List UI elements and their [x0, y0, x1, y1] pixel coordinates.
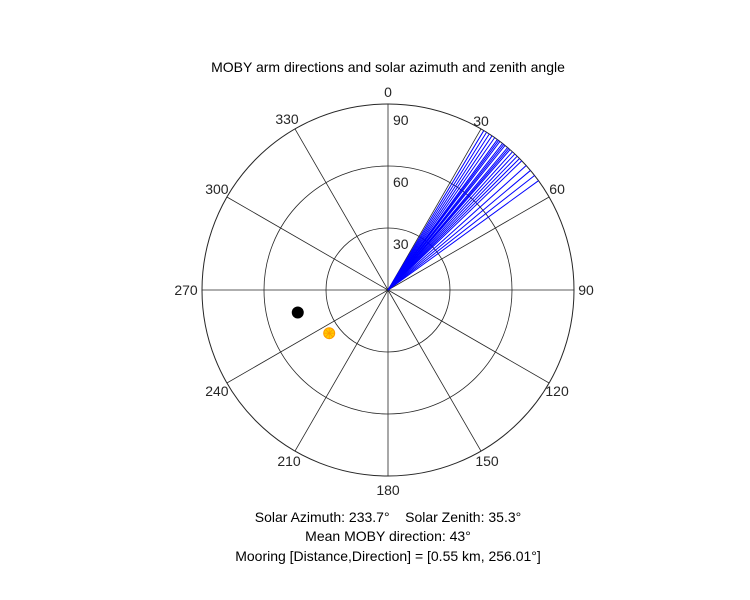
- sun-marker: [323, 327, 336, 340]
- angle-tick-label: 90: [578, 282, 594, 298]
- spoke-240: [226, 289, 389, 384]
- moby-arm-line: [387, 149, 511, 291]
- moby-arm-line: [387, 175, 535, 291]
- moby-arm-line: [387, 145, 506, 291]
- moby-arm-line: [387, 160, 523, 291]
- spoke-60: [387, 196, 550, 291]
- angle-tick-label: 240: [205, 383, 229, 399]
- moby-arm-line: [387, 130, 485, 291]
- angle-tick-label: 210: [277, 453, 301, 469]
- angle-tick-label: 150: [475, 453, 499, 469]
- angle-tick-label: 180: [376, 482, 400, 498]
- spoke-30: [387, 128, 482, 291]
- markers: [291, 306, 336, 340]
- radial-tick-label: 90: [393, 112, 409, 128]
- mooring-annotation: Mooring [Distance,Direction] = [0.55 km,…: [235, 548, 541, 564]
- moby-arm-direction-lines: [387, 130, 539, 291]
- spoke-120: [387, 289, 550, 384]
- angle-tick-label: 0: [384, 84, 392, 100]
- moby-arm-line: [387, 131, 487, 291]
- moby-arm-line: [387, 180, 539, 291]
- angle-tick-label: 120: [545, 383, 569, 399]
- angle-tick-labels: 0 30 60 90 120 150 180 210 240 270 300 330: [174, 84, 594, 498]
- spoke-210: [294, 289, 389, 452]
- angle-tick-label: 270: [174, 282, 198, 298]
- angle-tick-label: 300: [205, 181, 229, 197]
- mean-moby-annotation: Mean MOBY direction: 43°: [305, 528, 471, 544]
- angle-tick-label: 60: [549, 181, 565, 197]
- moby-arm-line: [387, 153, 516, 291]
- radial-tick-label: 30: [393, 236, 409, 252]
- moby-arm-line: [387, 135, 493, 291]
- solar-annotation: Solar Azimuth: 233.7° Solar Zenith: 35.3…: [255, 509, 521, 525]
- radial-tick-label: 60: [393, 174, 409, 190]
- moby-arm-line: [387, 137, 496, 291]
- mooring-marker: [291, 306, 304, 319]
- spoke-300: [226, 196, 389, 291]
- moby-arm-line: [387, 133, 490, 291]
- spoke-330: [294, 128, 389, 291]
- moby-arm-line: [387, 165, 527, 291]
- moby-arm-line: [387, 155, 518, 291]
- moby-arm-line: [387, 158, 520, 291]
- chart-title: MOBY arm directions and solar azimuth an…: [211, 59, 565, 75]
- spoke-150: [387, 289, 482, 452]
- radial-tick-labels: 30 60 90: [393, 112, 409, 252]
- moby-arm-line: [387, 141, 501, 291]
- ring-90: [201, 103, 575, 477]
- polar-grid: [201, 103, 575, 477]
- ring-30: [325, 227, 451, 353]
- ring-60: [263, 165, 513, 415]
- moby-arm-line: [387, 170, 531, 291]
- angle-tick-label: 330: [275, 111, 299, 127]
- moby-arm-line: [387, 151, 513, 291]
- angle-tick-label: 30: [473, 113, 489, 129]
